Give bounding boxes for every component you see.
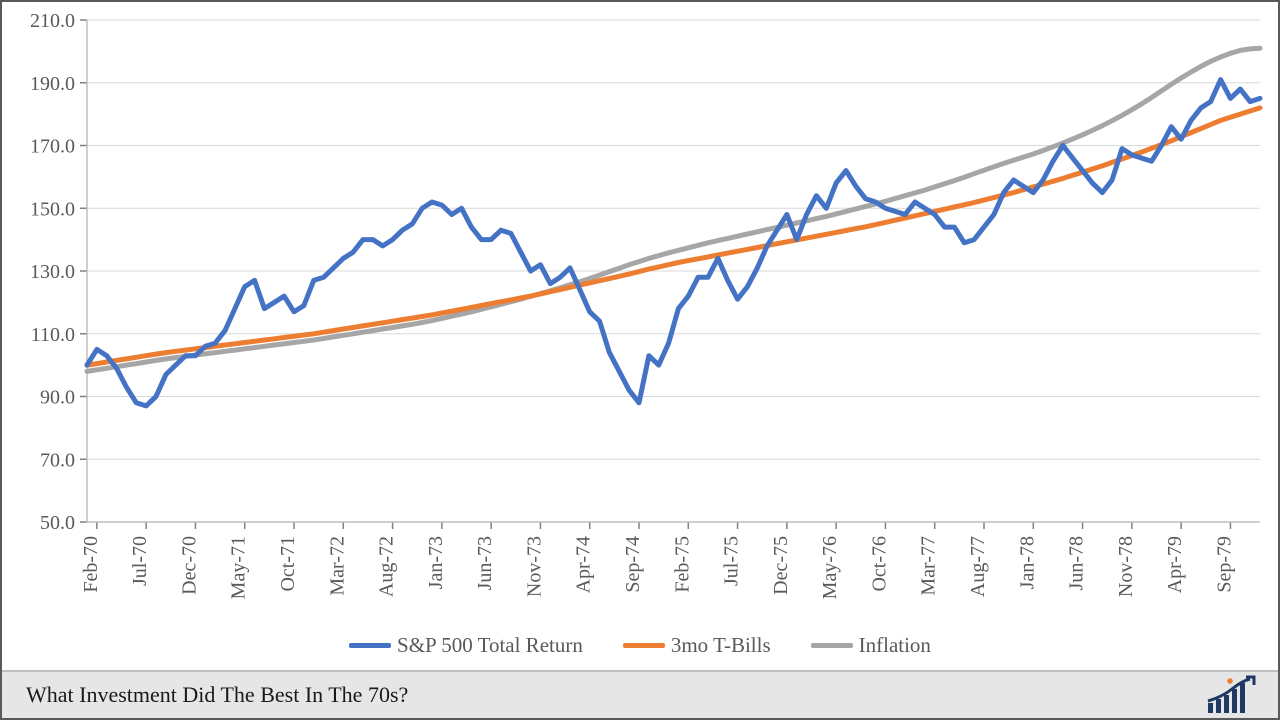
line-chart-svg: 50.0 70.0 90.0 110.0 130.0 150.0 170.0 190.0 210… <box>2 2 1278 670</box>
svg-text:Feb-70: Feb-70 <box>80 536 102 593</box>
svg-text:Apr-79: Apr-79 <box>1164 536 1186 593</box>
svg-text:170.0: 170.0 <box>30 136 75 158</box>
svg-text:Jul-70: Jul-70 <box>129 536 151 586</box>
svg-text:Mar-72: Mar-72 <box>326 536 348 596</box>
svg-text:May-71: May-71 <box>228 536 250 599</box>
growth-chart-icon <box>1202 675 1258 715</box>
legend-label: S&P 500 Total Return <box>397 633 583 658</box>
legend-swatch <box>623 643 665 648</box>
svg-text:150.0: 150.0 <box>30 198 75 220</box>
svg-text:50.0: 50.0 <box>40 512 75 534</box>
legend-item: S&P 500 Total Return <box>349 633 583 658</box>
svg-text:Aug-77: Aug-77 <box>967 536 989 597</box>
svg-text:Jan-73: Jan-73 <box>425 536 447 589</box>
svg-text:Nov-78: Nov-78 <box>1115 536 1137 597</box>
svg-text:70.0: 70.0 <box>40 449 75 471</box>
svg-text:Jan-78: Jan-78 <box>1016 536 1038 589</box>
chart-legend: S&P 500 Total Return 3mo T-Bills Inflation <box>2 625 1278 668</box>
legend-label: 3mo T-Bills <box>671 633 771 658</box>
svg-text:Oct-71: Oct-71 <box>277 536 299 592</box>
footer-bar: What Investment Did The Best In The 70s? <box>2 672 1278 718</box>
chart-frame: 50.0 70.0 90.0 110.0 130.0 150.0 170.0 190.0 210… <box>0 0 1280 720</box>
svg-text:Oct-76: Oct-76 <box>868 536 890 592</box>
svg-text:Dec-70: Dec-70 <box>178 536 200 595</box>
svg-text:90.0: 90.0 <box>40 387 75 409</box>
legend-label: Inflation <box>859 633 931 658</box>
svg-text:Jun-73: Jun-73 <box>474 536 496 590</box>
svg-text:Dec-75: Dec-75 <box>770 536 792 595</box>
svg-text:Mar-77: Mar-77 <box>918 536 940 596</box>
svg-text:130.0: 130.0 <box>30 261 75 283</box>
svg-text:110.0: 110.0 <box>31 324 75 346</box>
svg-text:Jul-75: Jul-75 <box>721 536 743 586</box>
legend-item: Inflation <box>811 633 931 658</box>
svg-text:Sep-74: Sep-74 <box>622 536 644 593</box>
svg-text:Jun-78: Jun-78 <box>1066 536 1088 590</box>
svg-text:210.0: 210.0 <box>30 10 75 32</box>
legend-item: 3mo T-Bills <box>623 633 771 658</box>
svg-text:Nov-73: Nov-73 <box>523 536 545 597</box>
legend-swatch <box>811 643 853 648</box>
svg-text:Apr-74: Apr-74 <box>573 536 595 593</box>
svg-text:Aug-72: Aug-72 <box>376 536 398 597</box>
page-title: What Investment Did The Best In The 70s? <box>26 682 408 708</box>
svg-text:May-76: May-76 <box>819 536 841 599</box>
svg-text:Sep-79: Sep-79 <box>1213 536 1235 593</box>
legend-swatch <box>349 643 391 648</box>
chart-plot-area: 50.0 70.0 90.0 110.0 130.0 150.0 170.0 190.0 210… <box>2 2 1278 672</box>
svg-text:Feb-75: Feb-75 <box>671 536 693 593</box>
svg-text:190.0: 190.0 <box>30 73 75 95</box>
